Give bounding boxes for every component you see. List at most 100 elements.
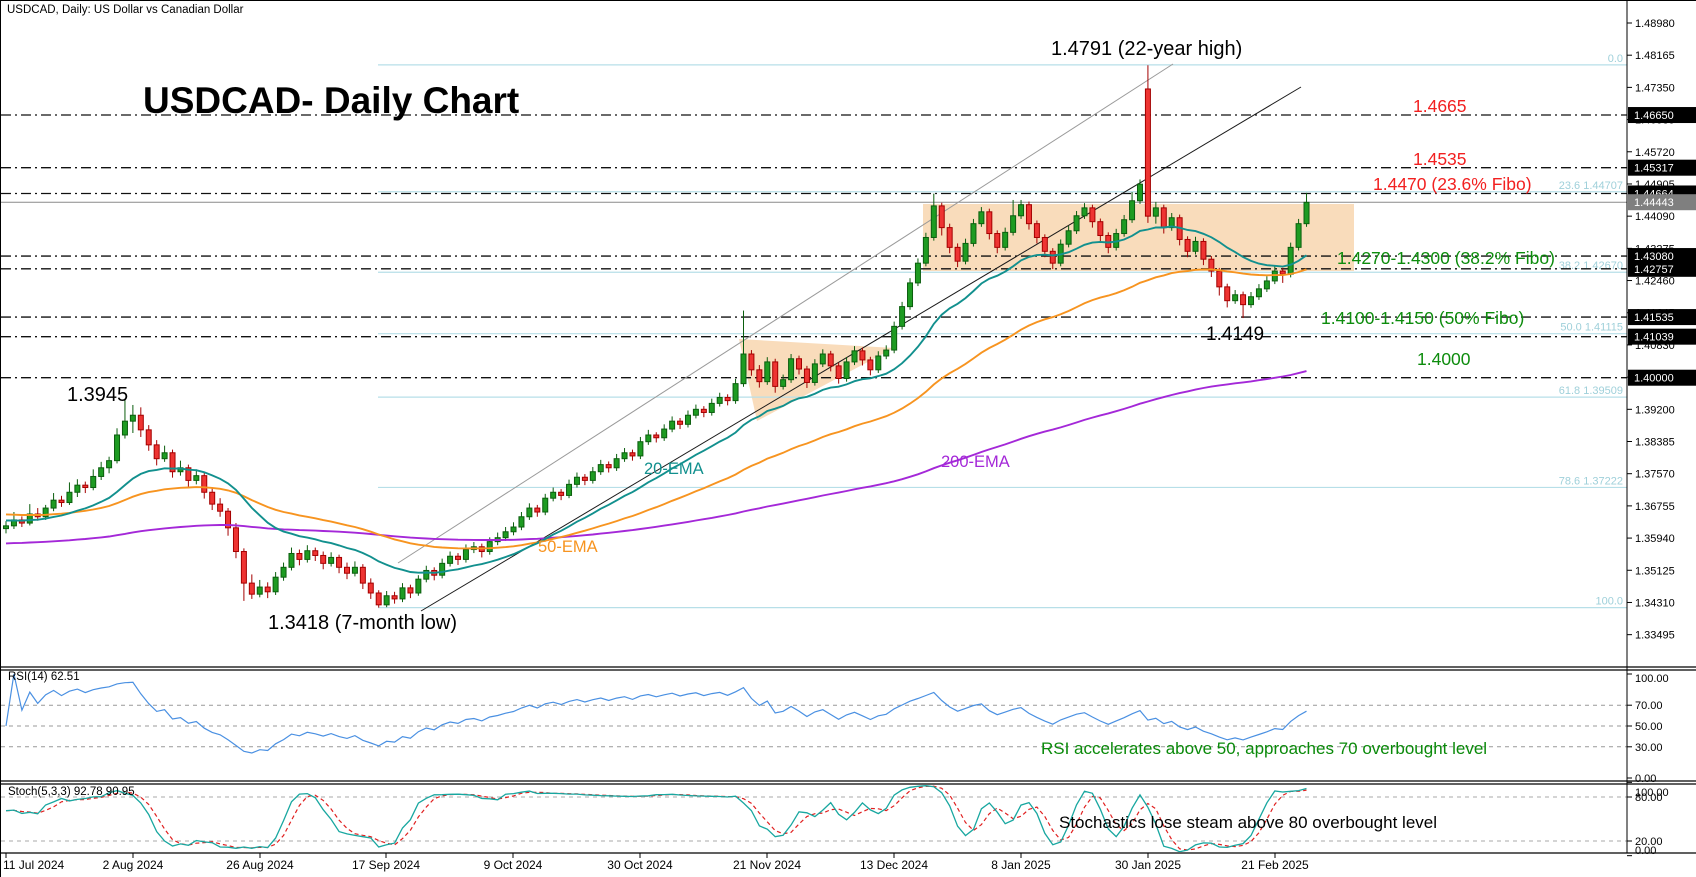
bear-candle bbox=[367, 582, 374, 594]
bear-candle bbox=[225, 510, 232, 529]
date-axis-label: 11 Jul 2024 bbox=[3, 858, 64, 872]
price-axis-label: 1.39200 bbox=[1635, 404, 1675, 416]
price-level-badge bbox=[1628, 328, 1696, 345]
date-axis-label: 21 Nov 2024 bbox=[733, 858, 801, 872]
bear-candle bbox=[1224, 286, 1231, 302]
bull-candle bbox=[621, 452, 628, 460]
rsi-commentary[interactable]: RSI accelerates above 50, approaches 70 … bbox=[1041, 739, 1488, 758]
bear-candle bbox=[320, 554, 327, 564]
bull-candle bbox=[692, 408, 699, 416]
bull-candle bbox=[891, 325, 898, 351]
support-level-fibo-382[interactable]: 1.4270-1.4300 (38.2% Fibo) bbox=[1337, 248, 1555, 268]
price-level-badge bbox=[1628, 309, 1696, 326]
bear-candle bbox=[796, 358, 802, 370]
bear-candle bbox=[1160, 207, 1167, 229]
bear-candle bbox=[1025, 204, 1032, 225]
bull-candle bbox=[462, 549, 469, 560]
annotation-22-year-high[interactable]: 1.4791 (22-year high) bbox=[1051, 38, 1243, 60]
bull-candle bbox=[415, 578, 422, 594]
bear-candle bbox=[248, 582, 255, 595]
bear-candle bbox=[1240, 294, 1247, 306]
bull-candle bbox=[883, 349, 890, 357]
date-axis-label: 8 Jan 2025 bbox=[991, 858, 1051, 872]
bear-candle bbox=[1097, 221, 1104, 237]
bull-candle bbox=[566, 483, 573, 496]
price-level-badge-label: 1.40000 bbox=[1634, 373, 1674, 385]
fib-label-100.0: 100.0 bbox=[1595, 596, 1623, 608]
bull-candle bbox=[510, 526, 517, 533]
bull-candle bbox=[899, 306, 906, 327]
price-level-badge bbox=[1628, 369, 1696, 386]
bear-candle bbox=[1208, 258, 1215, 272]
bear-candle bbox=[217, 503, 224, 512]
bull-candle bbox=[788, 358, 795, 381]
annotation-7-month-low[interactable]: 1.3418 (7-month low) bbox=[268, 612, 457, 634]
bull-candle bbox=[423, 569, 430, 580]
stoch-indicator-label: Stoch(5,3,3) 92.78 90.95 bbox=[8, 786, 135, 798]
bull-candle bbox=[288, 552, 295, 568]
rsi-axis-label: 50.00 bbox=[1635, 721, 1663, 733]
bear-candle bbox=[145, 429, 152, 446]
price-axis-label: 1.37570 bbox=[1635, 469, 1675, 481]
bear-candle bbox=[1184, 238, 1191, 252]
support-level-fibo-50[interactable]: 1.4100-1.4150 (50% Fibo) bbox=[1321, 308, 1525, 328]
bull-candle bbox=[280, 566, 287, 578]
rsi-indicator-label: RSI(14) 62.51 bbox=[8, 671, 80, 683]
bull-candle bbox=[272, 576, 279, 593]
bull-candle bbox=[502, 531, 509, 539]
price-axis-label: 1.35940 bbox=[1635, 533, 1675, 545]
bull-candle bbox=[1287, 246, 1294, 275]
bear-candle bbox=[700, 408, 707, 413]
trendline-black[interactable] bbox=[420, 86, 1302, 612]
bull-candle bbox=[439, 562, 446, 576]
bull-candle bbox=[1121, 219, 1128, 235]
support-level-14000[interactable]: 1.4000 bbox=[1417, 349, 1471, 369]
price-axis-label: 1.33495 bbox=[1635, 630, 1675, 642]
trendline-gray[interactable] bbox=[397, 63, 1174, 564]
bull-candle bbox=[613, 458, 620, 469]
resistance-level-1[interactable]: 1.4665 bbox=[1413, 96, 1467, 116]
bull-candle bbox=[970, 223, 977, 244]
bear-candle bbox=[185, 467, 192, 481]
annotation-feb-low[interactable]: 1.4149 bbox=[1206, 324, 1265, 345]
fib-label-50.0: 50.0 1.41115 bbox=[1560, 322, 1623, 334]
bull-candle bbox=[597, 464, 604, 473]
bear-candle bbox=[296, 552, 303, 560]
ema20-label[interactable]: 20-EMA bbox=[644, 460, 704, 478]
bear-candle bbox=[1033, 223, 1040, 238]
price-level-badge-label: 1.41535 bbox=[1634, 312, 1674, 324]
bull-candle bbox=[90, 475, 97, 489]
stoch-k-line bbox=[5, 785, 1307, 852]
bear-candle bbox=[137, 414, 144, 431]
annotation-july-peak[interactable]: 1.3945 bbox=[67, 384, 129, 406]
bear-candle bbox=[986, 211, 993, 235]
resistance-level-fibo-236[interactable]: 1.4470 (23.6% Fibo) bbox=[1373, 174, 1532, 194]
ema200-line bbox=[5, 370, 1307, 545]
price-level-badge bbox=[1628, 107, 1696, 124]
current-price-badge bbox=[1628, 194, 1696, 211]
bear-candle bbox=[938, 205, 945, 229]
price-axis-label: 1.38385 bbox=[1635, 437, 1675, 449]
bull-candle bbox=[1065, 230, 1072, 245]
bear-candle bbox=[1049, 250, 1056, 264]
bull-candle bbox=[161, 452, 168, 460]
bull-candle bbox=[550, 491, 557, 499]
bear-candle bbox=[240, 551, 247, 584]
bull-candle bbox=[193, 475, 200, 481]
ema50-label[interactable]: 50-EMA bbox=[538, 538, 598, 556]
stoch-commentary[interactable]: Stochastics lose steam above 80 overboug… bbox=[1059, 813, 1438, 832]
date-axis-label: 21 Feb 2025 bbox=[1241, 858, 1309, 872]
bear-candle bbox=[359, 566, 366, 584]
price-axis-label: 1.48165 bbox=[1635, 50, 1675, 62]
bull-candle bbox=[843, 361, 850, 380]
bull-candle bbox=[1263, 280, 1270, 290]
symbol-label: USDCAD, Daily: US Dollar vs Canadian Dol… bbox=[7, 4, 244, 16]
ema200-label[interactable]: 200-EMA bbox=[941, 453, 1010, 471]
bear-candle bbox=[581, 476, 588, 481]
bear-candle bbox=[209, 491, 216, 505]
bull-candle bbox=[669, 420, 676, 430]
resistance-level-2[interactable]: 1.4535 bbox=[1413, 149, 1467, 169]
bear-candle bbox=[312, 550, 319, 556]
bear-candle bbox=[391, 595, 398, 600]
